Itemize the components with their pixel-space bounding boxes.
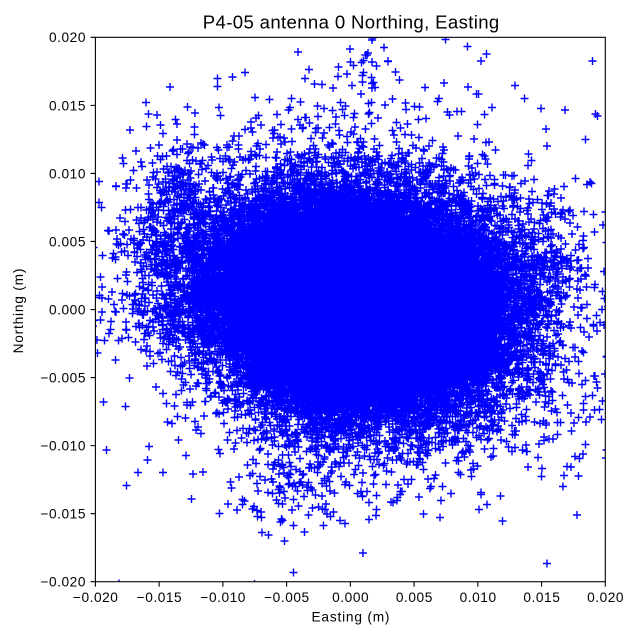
svg-text:−0.020: −0.020: [40, 575, 86, 590]
svg-text:0.020: 0.020: [49, 30, 86, 45]
svg-text:0.005: 0.005: [49, 234, 86, 249]
svg-text:0.010: 0.010: [49, 166, 86, 181]
svg-text:0.000: 0.000: [49, 302, 86, 317]
svg-text:Northing (m): Northing (m): [11, 268, 26, 354]
svg-text:−0.015: −0.015: [137, 590, 183, 605]
svg-text:P4-05 antenna 0 Northing, East: P4-05 antenna 0 Northing, Easting: [203, 12, 500, 33]
svg-text:−0.010: −0.010: [200, 590, 246, 605]
svg-text:−0.005: −0.005: [40, 370, 86, 385]
svg-text:−0.020: −0.020: [73, 590, 119, 605]
svg-text:0.005: 0.005: [396, 590, 433, 605]
svg-text:0.015: 0.015: [523, 590, 560, 605]
svg-text:−0.010: −0.010: [40, 439, 86, 454]
svg-text:−0.015: −0.015: [40, 507, 86, 522]
svg-text:0.015: 0.015: [49, 98, 86, 113]
svg-text:0.010: 0.010: [460, 590, 497, 605]
svg-text:0.020: 0.020: [587, 590, 624, 605]
svg-text:−0.005: −0.005: [264, 590, 310, 605]
svg-text:Easting (m): Easting (m): [312, 610, 391, 625]
svg-text:0.000: 0.000: [332, 590, 369, 605]
